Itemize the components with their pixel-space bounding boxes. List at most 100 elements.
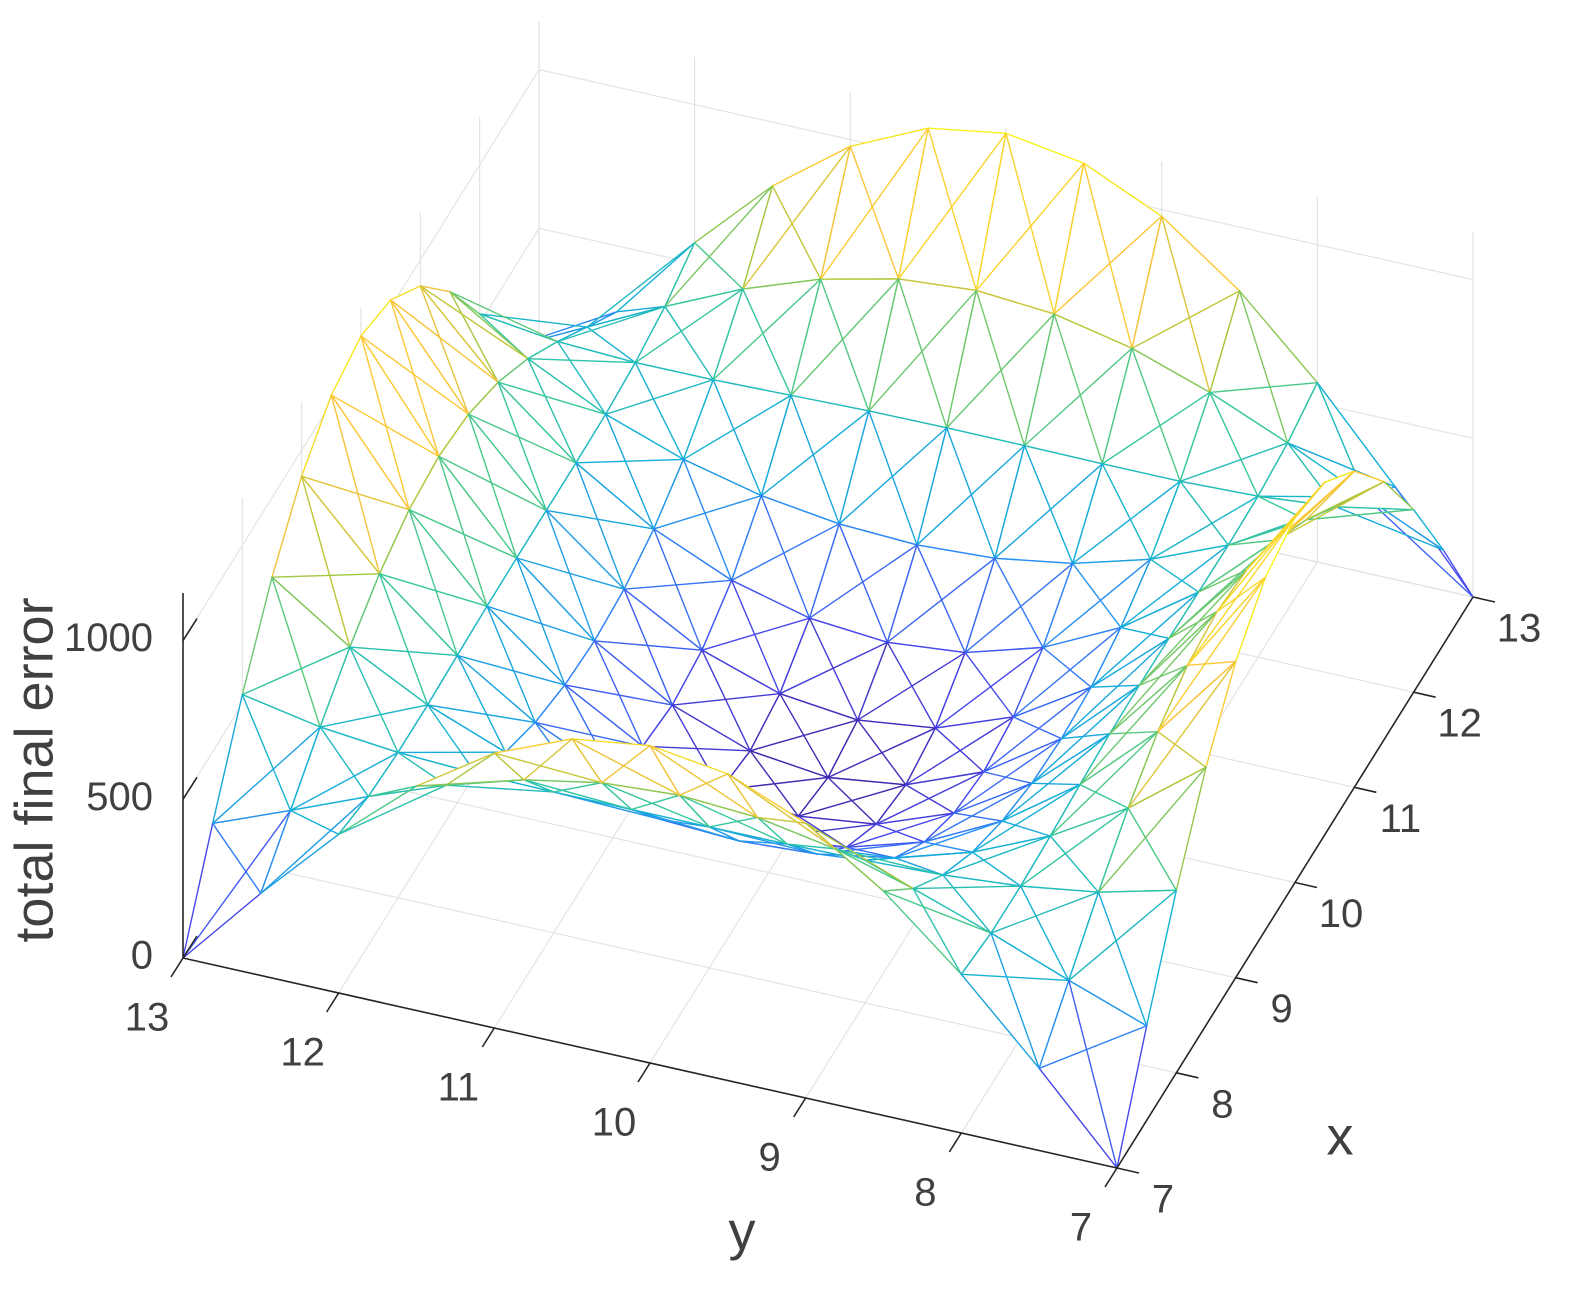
mesh-edge [1138,637,1170,687]
mesh-edge [300,394,333,478]
mesh-edge [1049,783,1081,837]
mesh-edge [1179,442,1289,482]
y-tick-label: 11 [438,1066,480,1110]
mesh-edge [1019,807,1129,887]
mesh-edge [1108,684,1141,735]
mesh-edge [260,809,292,894]
y-tick [948,1132,963,1153]
mesh-edge [682,379,714,461]
y-tick-label: 9 [759,1136,781,1180]
x-tick [1176,1072,1199,1079]
mesh-edge [1157,664,1189,733]
mesh-edge [808,617,889,644]
mesh-edge [271,475,303,578]
mesh-edge [945,427,996,560]
mesh-face [1072,463,1181,564]
mesh-edge [337,784,447,836]
mesh-edge [586,241,696,328]
mesh-edge [527,358,637,364]
mesh-edge [875,771,985,825]
mesh-edge [982,737,1063,773]
mesh-edge [497,358,529,383]
y-tick-label: 7 [1070,1206,1092,1250]
mesh-edge [971,851,1022,887]
mesh-edge [1012,626,1122,718]
mesh-edge [300,475,351,648]
mesh-edge [730,494,763,582]
mesh-edge [1090,626,1122,688]
mesh-edge [1101,347,1133,465]
mesh-edge [1138,610,1218,687]
mesh-edge [1079,733,1111,786]
mesh-edge [653,528,703,651]
x-tick [1116,1167,1140,1174]
mesh-edge [934,651,966,729]
y-tick [170,957,184,978]
mesh-edge [730,579,781,695]
x-tick-label: 9 [1271,987,1293,1031]
mesh-edge [623,579,733,590]
mesh-edge [486,605,596,642]
mesh-edge [497,381,577,464]
mesh-edge [756,816,788,845]
mesh-edge [897,132,1007,280]
mesh-edge [300,475,381,575]
mesh-face [635,289,743,380]
mesh-edge [271,576,351,648]
mesh-edge [486,605,566,686]
mesh-edge [849,145,900,280]
mesh-edge [1019,885,1070,982]
mesh-edge [994,557,1074,565]
mesh-edge [604,413,685,461]
mesh-face [865,852,973,875]
mesh-edge [779,692,859,721]
mesh-edge [701,649,781,695]
mesh-edge [964,557,996,654]
mesh-edge [897,278,978,292]
mesh-edge [426,704,477,775]
mesh-edge [893,857,944,876]
mesh-face [805,823,914,892]
mesh-edge [790,278,900,397]
mesh-edge [478,313,559,343]
mesh-edge [634,361,685,461]
z-tick-label: 500 [86,775,153,819]
mesh-edge [1042,562,1074,649]
mesh-edge [630,808,740,842]
mesh-edge [389,299,440,458]
mesh-edge [182,809,292,959]
mesh-edge [389,299,499,383]
mesh-edge [990,932,1040,1069]
mesh-edge [1316,381,1396,488]
mesh-edge [749,719,859,752]
x-tick-label: 7 [1152,1178,1174,1222]
mesh-edge [1001,783,1081,822]
mesh-edge [349,573,381,648]
mesh-edge [1031,782,1081,786]
x-tick-label: 12 [1437,702,1482,746]
mesh-edge [319,646,351,728]
mesh-edge [1068,891,1100,982]
mesh-edge [838,410,870,525]
mesh-edge [571,738,681,796]
mesh-edge [1127,660,1237,809]
mesh-edge [515,509,548,559]
mesh-edge [994,557,1044,649]
mesh-edge [916,427,948,546]
mesh-edge [1116,1025,1148,1169]
mesh-edge [1005,132,1055,315]
mesh-edge [1197,539,1278,593]
mesh-edge [1186,610,1218,667]
mesh-edge [419,285,470,415]
mesh-edge [586,311,618,328]
mesh-edge [804,822,914,890]
mesh-edge [378,508,410,575]
mesh-edge [1079,730,1159,786]
mesh-edge [593,640,703,651]
mesh-edge [1038,1067,1118,1169]
mesh-edge [742,145,852,290]
mesh-edge [397,704,429,754]
mesh-edge [1053,313,1133,349]
mesh-edge [426,704,536,724]
mesh-edge [593,640,644,747]
